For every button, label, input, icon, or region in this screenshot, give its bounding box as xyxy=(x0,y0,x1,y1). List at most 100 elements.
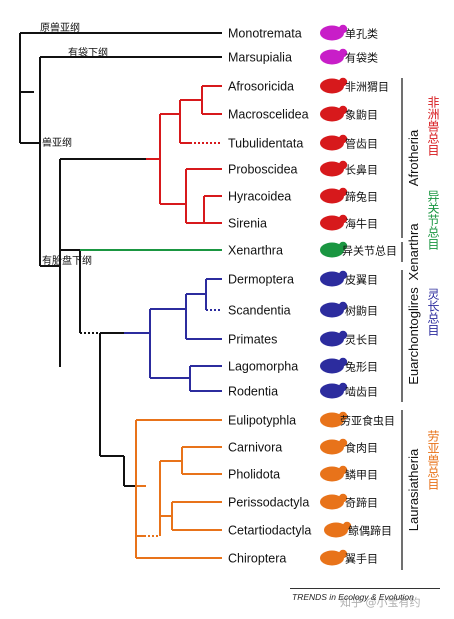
journal-credit: TRENDS in Ecology & Evolution xyxy=(292,592,414,602)
taxon-latin-label: Perissodactyla xyxy=(228,496,309,510)
taxon-chinese-label: 管齿目 xyxy=(345,137,378,151)
whale-icon xyxy=(324,522,348,538)
footer-divider xyxy=(290,588,440,589)
taxon-chinese-label: 食肉目 xyxy=(345,441,378,455)
elephant-icon xyxy=(338,160,348,170)
taxon-latin-label: Xenarthra xyxy=(228,244,283,258)
taxon-chinese-label: 皮翼目 xyxy=(345,274,378,287)
aardvark-icon xyxy=(320,135,344,151)
rodent-icon xyxy=(320,383,344,399)
bat-icon xyxy=(338,549,348,559)
taxon-chinese-label: 有袋类 xyxy=(345,51,378,65)
elephant-shrew-icon xyxy=(338,105,348,115)
taxon-chinese-label: 鳞甲目 xyxy=(345,468,378,482)
taxon-latin-label: Proboscidea xyxy=(228,163,298,177)
taxon-latin-label: Afrosoricida xyxy=(228,80,294,94)
superorder-labels: Afrotheria 非洲兽总目 Xenarthra 异关节总目 Euarcho… xyxy=(401,78,440,570)
taxon-chinese-label: 奇蹄目 xyxy=(345,496,378,510)
pangolin-icon xyxy=(320,466,344,482)
tenrec-icon xyxy=(338,77,348,87)
taxon-latin-label: Carnivora xyxy=(228,441,282,455)
clade-label-placental: 有胎盘下纲 xyxy=(42,254,92,267)
hyrax-icon xyxy=(320,188,344,204)
taxon-chinese-label: 鲸偶蹄目 xyxy=(348,524,392,538)
manatee-icon xyxy=(338,214,348,224)
clade-label-root: 原兽亚纲 xyxy=(40,21,80,34)
taxon-chinese-label: 非洲猬目 xyxy=(345,81,389,94)
taxon-latin-label: Lagomorpha xyxy=(228,360,298,374)
superorder-latin-afrotheria: Afrotheria xyxy=(406,129,421,186)
watermark: 知乎 @小宝有约 xyxy=(340,596,421,609)
taxon-chinese-label: 兔形目 xyxy=(345,360,378,374)
taxon-chinese-label: 树鼩目 xyxy=(345,304,378,318)
kangaroo-icon xyxy=(338,48,348,58)
kangaroo-icon xyxy=(320,49,344,65)
rodent-icon xyxy=(338,382,348,392)
clade-label-marsupial: 有袋下纲 xyxy=(68,46,108,59)
clade-labels: 原兽亚纲 有袋下纲 兽亚纲 有胎盘下纲 xyxy=(40,21,108,267)
taxon-chinese-label: 长鼻目 xyxy=(345,163,378,177)
whale-icon xyxy=(342,521,352,531)
taxon-latin-label: Eulipotyphla xyxy=(228,414,296,428)
platypus-icon xyxy=(320,25,344,41)
horse-icon xyxy=(338,493,348,503)
taxon-chinese-label: 象鼩目 xyxy=(345,108,378,122)
tenrec-icon xyxy=(320,78,344,94)
superorder-latin-laurasiatheria: Laurasiatheria xyxy=(406,448,421,531)
primate-icon xyxy=(320,331,344,347)
colugo-icon xyxy=(320,271,344,287)
colugo-icon xyxy=(338,270,348,280)
taxon-latin-label: Dermoptera xyxy=(228,273,294,287)
taxon-chinese-label: 灵长目 xyxy=(345,334,378,347)
taxon-chinese-label: 单孔类 xyxy=(345,27,378,41)
taxon-latin-label: Primates xyxy=(228,333,277,347)
taxon-chinese-label: 翼手目 xyxy=(345,552,378,566)
manatee-icon xyxy=(320,215,344,231)
horse-icon xyxy=(320,494,344,510)
hyrax-icon xyxy=(338,187,348,197)
taxon-latin-label: Hyracoidea xyxy=(228,190,291,204)
taxon-labels: Monotremata 单孔类 Marsupialia 有袋类 Afrosoricida… xyxy=(228,27,397,566)
taxon-chinese-label: 蹄兔目 xyxy=(345,190,378,204)
taxon-latin-label: Pholidota xyxy=(228,468,280,482)
rabbit-icon xyxy=(320,358,344,374)
taxon-latin-label: Marsupialia xyxy=(228,51,292,65)
taxon-latin-label: Cetartiodactyla xyxy=(228,524,311,538)
pangolin-icon xyxy=(338,465,348,475)
clade-label-eutheria: 兽亚纲 xyxy=(42,136,72,149)
superorder-latin-xenarthra: Xenarthra xyxy=(406,223,421,281)
cat-icon xyxy=(320,439,344,455)
taxon-latin-label: Scandentia xyxy=(228,304,291,318)
taxon-latin-label: Tubulidentata xyxy=(228,137,303,151)
elephant-icon xyxy=(320,161,344,177)
aardvark-icon xyxy=(338,134,348,144)
superorder-chinese-xenarthra: 异关节总目 xyxy=(426,190,440,250)
superorder-chinese-euarchontoglires: 灵长总目 xyxy=(426,288,440,336)
superorder-chinese-afrotheria: 非洲兽总目 xyxy=(426,96,440,156)
treeshrew-icon xyxy=(320,302,344,318)
taxon-latin-label: Rodentia xyxy=(228,385,278,399)
taxon-latin-label: Monotremata xyxy=(228,27,302,41)
tree-branches xyxy=(19,32,222,559)
taxon-chinese-label: 海牛目 xyxy=(345,217,378,231)
elephant-shrew-icon xyxy=(320,106,344,122)
platypus-icon xyxy=(338,24,348,34)
taxon-chinese-label: 啮齿目 xyxy=(345,386,378,399)
shrew-icon xyxy=(320,412,344,428)
bat-icon xyxy=(320,550,344,566)
armadillo-icon xyxy=(320,242,344,258)
animal-icons xyxy=(320,24,352,566)
superorder-latin-euarchontoglires: Euarchontoglires xyxy=(406,287,421,385)
taxon-chinese-label: 劳亚食虫目 xyxy=(340,414,395,428)
cat-icon xyxy=(338,438,348,448)
primate-icon xyxy=(338,330,348,340)
rabbit-icon xyxy=(338,357,348,367)
armadillo-icon xyxy=(338,241,348,251)
taxon-latin-label: Sirenia xyxy=(228,217,267,231)
taxon-latin-label: Macroscelidea xyxy=(228,108,309,122)
treeshrew-icon xyxy=(338,301,348,311)
taxon-chinese-label: 异关节总目 xyxy=(342,244,397,258)
taxon-latin-label: Chiroptera xyxy=(228,552,286,566)
superorder-chinese-laurasiatheria: 劳亚兽总目 xyxy=(426,430,440,490)
